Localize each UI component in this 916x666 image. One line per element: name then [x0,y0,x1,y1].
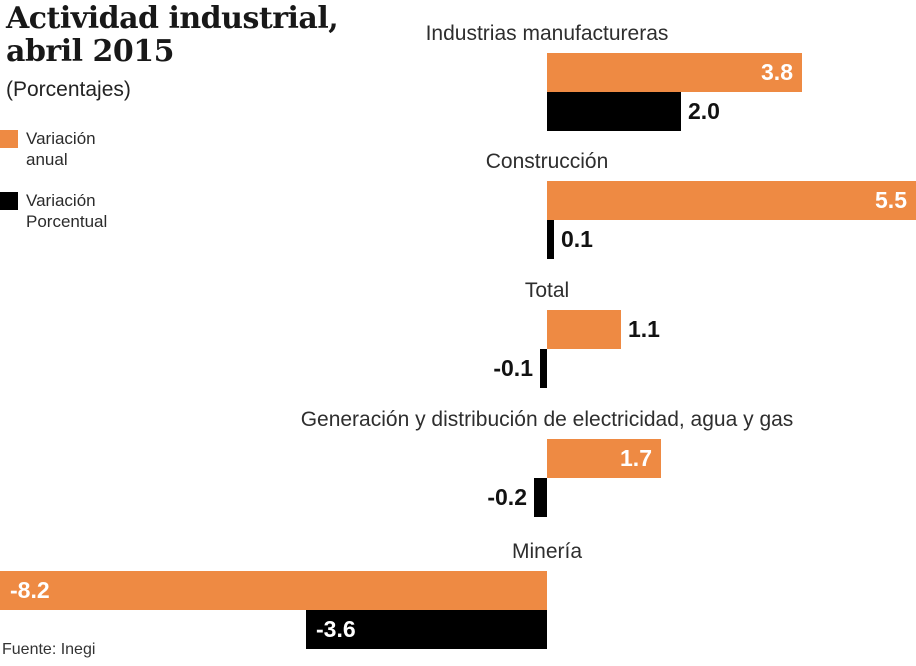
bar-row-monthly: -0.1 [0,349,916,388]
legend-item-variacion-porcentual: Variación Porcentual [0,190,126,232]
value-label: -3.6 [316,616,356,642]
value-label: -0.2 [487,484,527,510]
value-label: 5.5 [875,187,907,213]
bar-annual [547,53,802,92]
legend-label-monthly: Variación Porcentual [26,191,108,231]
bar-monthly [547,220,554,259]
bar-row-monthly: 2.0 [0,92,916,131]
bar-group: Construcción 5.5 0.1 [0,150,916,259]
bar-monthly [547,92,681,131]
value-label: 1.7 [620,445,652,471]
bar-annual [547,439,661,478]
legend-swatch-annual-icon [0,130,18,148]
bar-row-annual: 1.1 [0,310,916,349]
value-label: 3.8 [761,59,793,85]
bar-group: Industrias manufactureras 3.8 2.0 [0,22,916,131]
value-label: 2.0 [688,98,720,124]
chart-header: Actividad industrial, abril 2015 (Porcen… [6,1,339,102]
bar-row-monthly: -3.6 [0,610,916,649]
bar-group: Minería -8.2 -3.6 [0,540,916,649]
bar-annual [0,571,547,610]
bar-monthly [306,610,547,649]
bar-annual [547,181,916,220]
bar-row-annual: -8.2 [0,571,916,610]
bar-row-monthly: -0.2 [0,478,916,517]
category-label: Total [524,279,570,302]
chart-title-line1: Actividad industrial, [6,1,339,36]
value-label: 1.1 [628,316,660,342]
chart-legend: Variación anual Variación Porcentual [0,128,126,252]
legend-label-annual: Variación anual [26,129,96,169]
bar-group: Generación y distribución de electricida… [0,408,916,517]
source-note: Fuente: Inegi [2,641,96,658]
bar-row-monthly: 0.1 [0,220,916,259]
chart-subtitle: (Porcentajes) [6,78,131,101]
bar-row-annual: 3.8 [0,53,916,92]
category-label: Generación y distribución de electricida… [300,408,794,431]
chart-title: Actividad industrial, abril 2015 [6,1,339,69]
category-label: Minería [511,540,583,563]
bar-group: Total 1.1 -0.1 [0,279,916,388]
bar-monthly [534,478,547,517]
value-label: 0.1 [561,226,593,252]
bar-row-annual: 5.5 [0,181,916,220]
category-label: Industrias manufactureras [425,22,669,45]
legend-item-variacion-anual: Variación anual [0,128,126,170]
bar-annual [547,310,621,349]
bar-row-annual: 1.7 [0,439,916,478]
value-label: -0.1 [493,355,533,381]
bar-monthly [540,349,547,388]
category-label: Construcción [485,150,609,173]
value-label: -8.2 [10,577,50,603]
chart-title-line2: abril 2015 [6,34,174,69]
legend-swatch-monthly-icon [0,192,18,210]
